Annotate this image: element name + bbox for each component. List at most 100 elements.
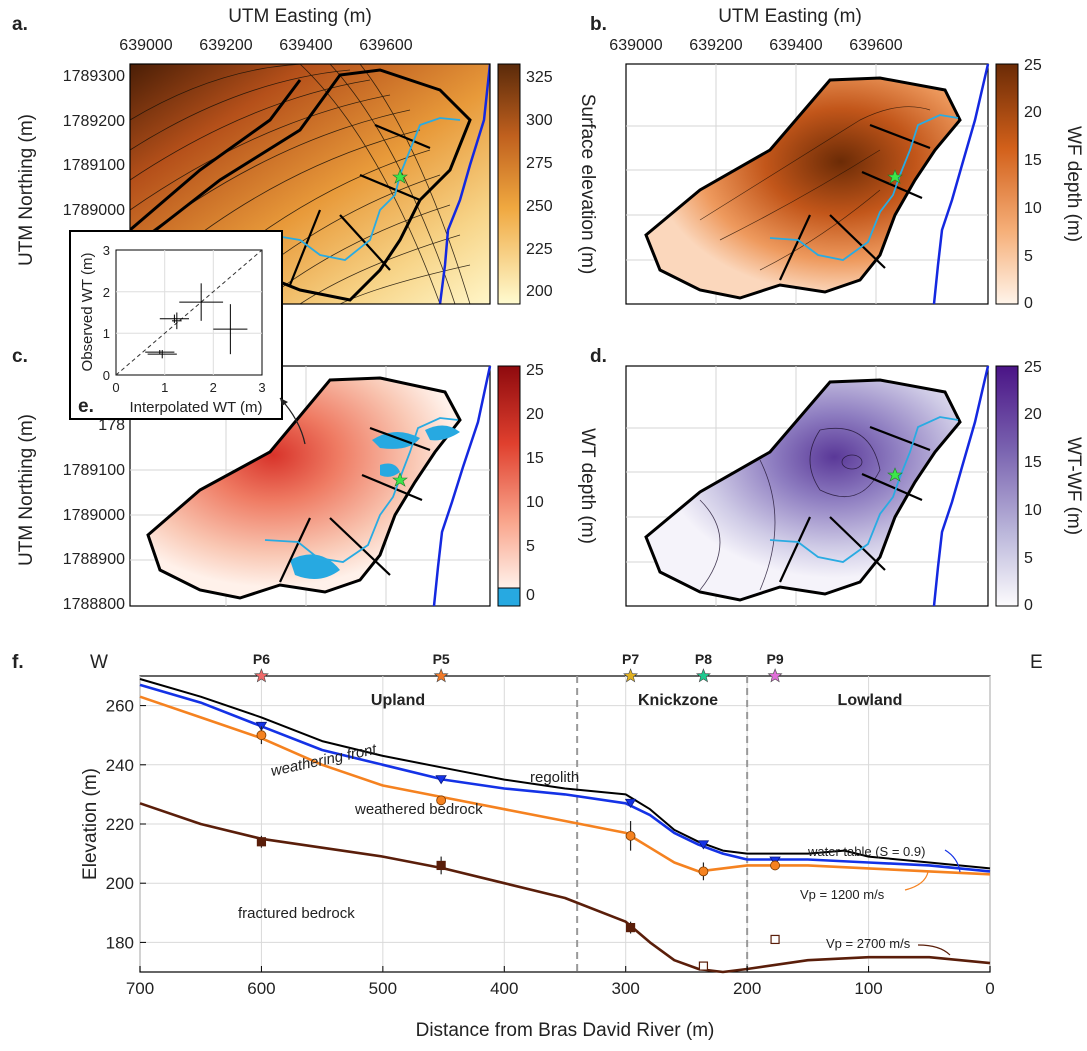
profile-line xyxy=(869,425,931,452)
panel-label-b: b. xyxy=(590,14,607,35)
profile-xtick-label: 500 xyxy=(369,979,397,998)
inset-point xyxy=(147,350,177,359)
colorbar-ticks-b: 25 20 15 10 5 0 xyxy=(1024,57,1042,312)
water-table-observation xyxy=(697,840,710,850)
colorbar-tick: 15 xyxy=(1024,152,1042,169)
star-marker-d xyxy=(887,467,903,482)
colorbar-tick: 0 xyxy=(526,587,535,604)
inset-plot-frame xyxy=(115,249,263,376)
profile-ylabel: Elevation (m) xyxy=(80,768,101,880)
profile-xticks: 700 600 500 400 300 200 100 0 xyxy=(126,966,995,998)
profile-ytick-label: 260 xyxy=(106,697,134,716)
profile-line-vp-2700-m-s xyxy=(139,802,991,974)
profile-line xyxy=(779,516,811,583)
colorbar-d xyxy=(995,365,1019,607)
colorbar-tick: 10 xyxy=(1024,502,1042,519)
profile-ytick-label: 180 xyxy=(106,933,134,952)
colorbar-c-negative xyxy=(497,587,521,607)
panel-d: d. 25 20 15 10 5 0 WT-WF (m) xyxy=(590,346,1084,614)
inset-point xyxy=(171,312,182,330)
vp2700-arrow xyxy=(917,944,951,956)
piezometer-star xyxy=(695,668,711,683)
colorbar-tick: 225 xyxy=(526,241,553,258)
northing-tick: 1789200 xyxy=(63,113,125,130)
colorbar-tick: 25 xyxy=(1024,359,1042,376)
piezometer-star xyxy=(253,668,269,683)
profile-ytick-label: 220 xyxy=(106,815,134,834)
colorbar-tick: 10 xyxy=(1024,200,1042,217)
panel-a: a. UTM Easting (m) 639000 639200 639400 … xyxy=(12,6,598,308)
profile-line xyxy=(861,170,923,200)
northing-tick: 1789100 xyxy=(63,157,125,174)
fractured-bedrock-observation xyxy=(436,860,446,871)
inset-xtick: 0 xyxy=(112,380,119,395)
panel-b: b. UTM Easting (m) 639000 639200 639400 … xyxy=(590,6,1084,312)
panel-label-e: e. xyxy=(78,396,94,417)
profile-observations xyxy=(255,721,781,971)
colorbar-tick: 10 xyxy=(526,494,544,511)
river-b xyxy=(932,63,990,305)
fractured-bedrock-observation xyxy=(625,922,636,933)
annotation-water-table: water table (S = 0.9) xyxy=(807,844,925,859)
colorbar-tick: 200 xyxy=(526,283,553,300)
vp1200-arrow xyxy=(904,871,929,891)
easting-tick: 639000 xyxy=(119,37,172,54)
annotation-fractured-bedrock: fractured bedrock xyxy=(238,905,355,922)
piezometer-star xyxy=(767,668,783,683)
weathering-front-observation xyxy=(698,866,709,877)
panel-label-a: a. xyxy=(12,14,28,35)
profile-xtick-label: 200 xyxy=(733,979,761,998)
inset-xtick: 1 xyxy=(161,380,168,395)
profile-line xyxy=(361,473,423,502)
northing-title-a: UTM Northing (m) xyxy=(16,114,37,266)
easting-ticks-b: 639000 639200 639400 639600 xyxy=(609,37,902,54)
stream-d xyxy=(769,416,959,563)
inset-ytick: 2 xyxy=(103,285,110,300)
profile-ytick-label: 200 xyxy=(106,874,134,893)
colorbar-tick: 20 xyxy=(1024,104,1042,121)
northing-tick: 178 xyxy=(98,417,125,434)
river-c xyxy=(432,365,492,607)
profile-ytick-label: 240 xyxy=(106,756,134,775)
water-table-observation xyxy=(435,775,447,785)
zone-label-knickzone: Knickzone xyxy=(638,692,718,709)
northing-tick: 1788900 xyxy=(63,551,125,568)
panel-label-d: d. xyxy=(590,346,607,367)
inset-ylabel: Observed WT (m) xyxy=(79,253,96,372)
profile-line xyxy=(369,426,431,452)
colorbar-ticks-a: 325 300 275 250 225 200 xyxy=(526,69,553,300)
inset-xlabel: Interpolated WT (m) xyxy=(129,399,262,416)
panel-e-inset: 0 1 2 3 0 1 2 3 Interpolated WT (m) Obse… xyxy=(69,230,306,445)
profile-line xyxy=(829,516,886,571)
inset-point xyxy=(159,314,189,323)
inset-xtick: 2 xyxy=(210,380,217,395)
profile-xtick-label: 400 xyxy=(490,979,518,998)
zone-label-upland: Upland xyxy=(371,692,425,709)
easting-tick: 639600 xyxy=(359,37,412,54)
river-d xyxy=(932,365,990,607)
colorbar-tick: 20 xyxy=(1024,406,1042,423)
water-table-arrow xyxy=(944,849,961,873)
northing-tick: 1789300 xyxy=(63,68,125,85)
profile-xtick-label: 600 xyxy=(247,979,275,998)
inset-ytick: 1 xyxy=(103,326,110,341)
panel-label-c: c. xyxy=(12,346,28,367)
profile-line xyxy=(869,123,931,150)
wf-contours xyxy=(699,106,931,271)
annotation-vp1200: Vp = 1200 m/s xyxy=(800,887,885,902)
northing-title-c: UTM Northing (m) xyxy=(16,414,37,566)
profile-line xyxy=(779,214,811,281)
colorbar-ticks-c: 25 20 15 10 5 0 xyxy=(526,362,544,604)
stream-c xyxy=(264,417,459,563)
easting-tick: 639200 xyxy=(689,37,742,54)
piezometer-markers: P6 P5 P7 P8 P9 xyxy=(253,651,784,683)
colorbar-tick: 300 xyxy=(526,112,553,129)
inset-point xyxy=(213,304,248,355)
northing-tick: 1789000 xyxy=(63,507,125,524)
colorbar-label-a: Surface elevation (m) xyxy=(577,94,598,275)
arrow-head xyxy=(280,398,288,406)
profile-line xyxy=(861,472,923,502)
colorbar-tick: 25 xyxy=(526,362,544,379)
profile-line xyxy=(279,517,311,583)
zone-labels: Upland Knickzone Lowland xyxy=(371,692,903,709)
